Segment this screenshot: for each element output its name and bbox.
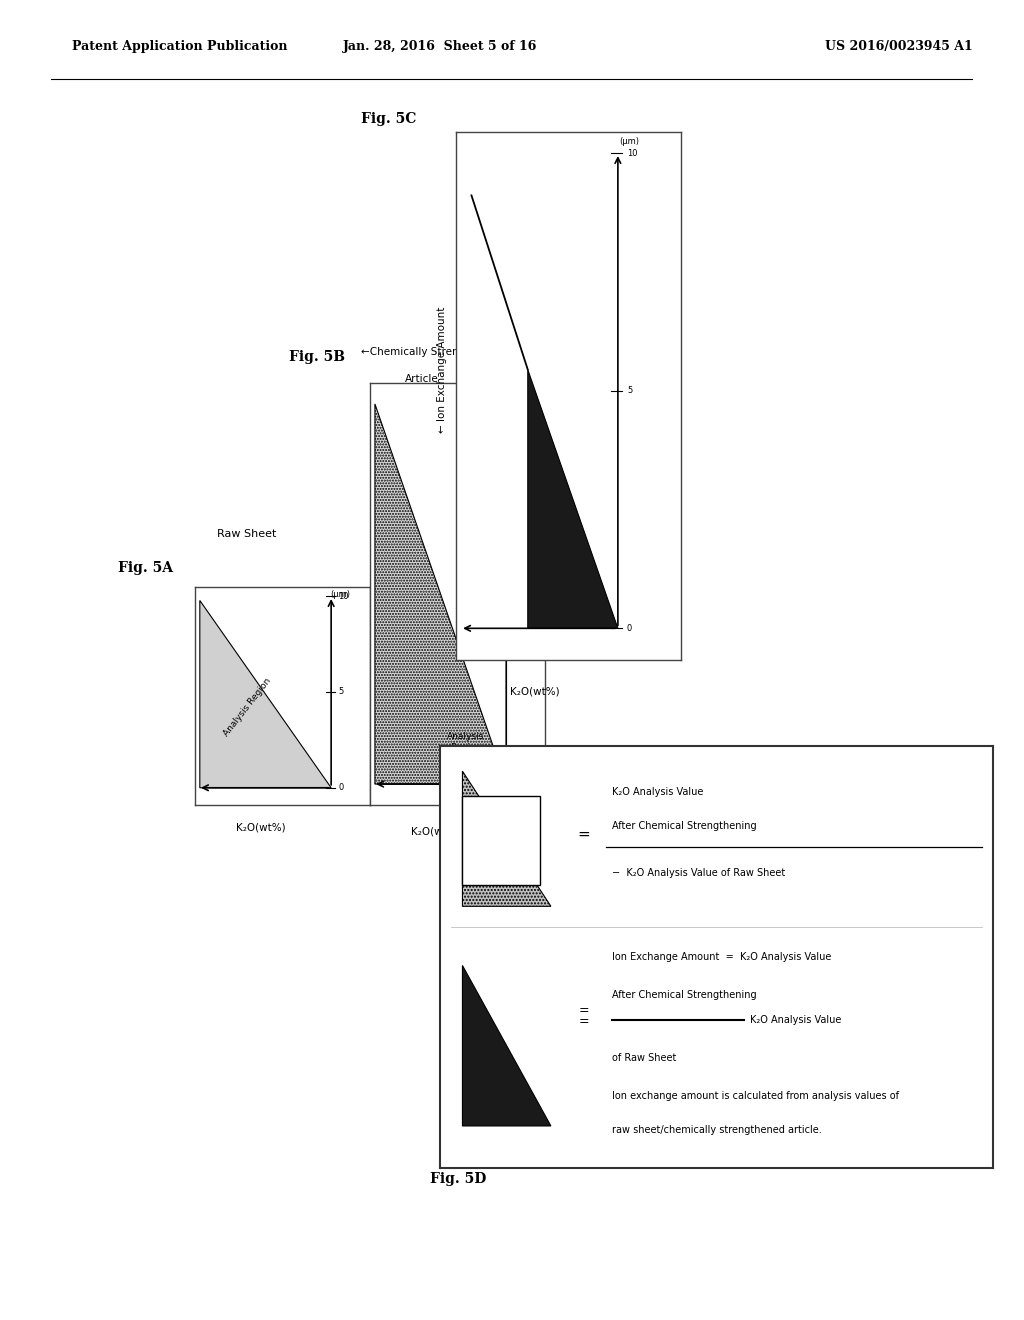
Text: K₂O Analysis Value: K₂O Analysis Value [750,1015,842,1026]
Text: Ion exchange amount is calculated from analysis values of: Ion exchange amount is calculated from a… [611,1092,899,1101]
Text: K₂O(wt%): K₂O(wt%) [412,826,461,837]
Polygon shape [527,370,617,628]
Text: (μm): (μm) [620,137,639,147]
Text: Article: Article [404,375,438,384]
Text: 5: 5 [627,387,632,395]
Text: K₂O(wt%): K₂O(wt%) [510,686,559,697]
Text: Fig. 5A: Fig. 5A [118,561,173,576]
Text: 5: 5 [338,688,343,697]
Text: ← Ion Exchange Amount: ← Ion Exchange Amount [437,306,447,433]
Text: 0: 0 [338,783,343,792]
Text: =
=: = = [579,1005,590,1028]
Text: 10: 10 [338,591,348,601]
Polygon shape [463,965,551,1126]
Text: =: = [578,828,591,842]
Text: 0: 0 [627,624,632,632]
Text: Jan. 28, 2016  Sheet 5 of 16: Jan. 28, 2016 Sheet 5 of 16 [343,40,538,53]
Text: After Chemical Strengthening: After Chemical Strengthening [611,821,757,832]
Text: (μm): (μm) [505,387,525,396]
Text: Patent Application Publication: Patent Application Publication [72,40,287,53]
Text: K₂O(wt%): K₂O(wt%) [237,822,286,833]
Text: Fig. 5C: Fig. 5C [361,112,417,127]
Bar [463,796,540,886]
Text: −  K₂O Analysis Value of Raw Sheet: − K₂O Analysis Value of Raw Sheet [611,867,785,878]
Text: Analysis
Region: Analysis Region [447,733,484,751]
Text: raw sheet/chemically strengthened article.: raw sheet/chemically strengthened articl… [611,1125,821,1135]
Polygon shape [200,601,331,788]
Text: US 2016/0023945 A1: US 2016/0023945 A1 [825,40,973,53]
Text: Raw Sheet: Raw Sheet [217,529,276,540]
Polygon shape [463,771,551,907]
Text: 0: 0 [513,780,518,788]
Text: Fig. 5D: Fig. 5D [430,1172,486,1187]
Text: ←Chemically Strengthened: ←Chemically Strengthened [360,347,502,358]
Text: Ion Exchange Amount  =  K₂O Analysis Value: Ion Exchange Amount = K₂O Analysis Value [611,952,831,962]
Text: K₂O Analysis Value: K₂O Analysis Value [611,787,703,797]
Text: Analysis Region: Analysis Region [221,676,272,738]
Text: 10: 10 [513,391,523,400]
Polygon shape [375,404,506,784]
Text: (μm): (μm) [330,590,350,598]
Text: 5: 5 [513,585,518,594]
Text: Fig. 5B: Fig. 5B [289,350,345,364]
Text: 10: 10 [627,149,637,157]
Text: of Raw Sheet: of Raw Sheet [611,1053,676,1064]
Text: After Chemical Strengthening: After Chemical Strengthening [611,990,757,1001]
